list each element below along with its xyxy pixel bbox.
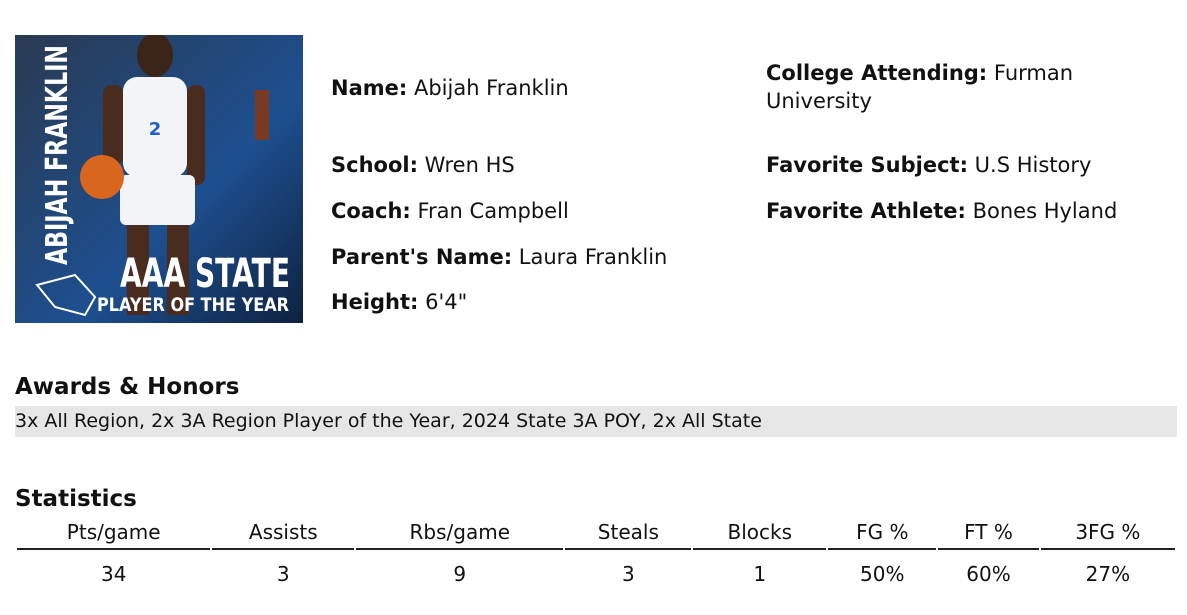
stat-value: 60% xyxy=(966,562,1011,586)
stat-header: FG % xyxy=(828,520,937,550)
stat-header: Blocks xyxy=(693,520,827,550)
field-value: Fran Campbell xyxy=(417,199,569,223)
stat-header: Assists xyxy=(212,520,355,550)
field-label: School: xyxy=(331,153,418,177)
field: College Attending: Furman University xyxy=(766,59,1126,115)
field-label: Coach: xyxy=(331,199,411,223)
field: Favorite Subject: U.S History xyxy=(766,151,1091,179)
header-row: Pts/game Assists Rbs/game Steals Blocks FG % F… xyxy=(17,520,1175,550)
field: Favorite Athlete: Bones Hyland xyxy=(766,197,1117,225)
field-label: Name: xyxy=(331,76,408,100)
stat-value: 34 xyxy=(100,562,127,586)
stats-table: Pts/game Assists Rbs/game Steals Blocks FG % F… xyxy=(15,520,1177,587)
section-title: Awards & Honors xyxy=(15,374,240,400)
field-label: College Attending: xyxy=(766,61,988,85)
value-row: 34 3 9 3 1 50% 60% 27% xyxy=(17,550,1175,587)
field: School: Wren HS xyxy=(331,151,515,179)
stat-header: Pts/game xyxy=(17,520,211,550)
field-label: Height: xyxy=(331,290,419,314)
svg-text:2: 2 xyxy=(149,119,162,140)
photo-headline: AAA STATE xyxy=(120,251,290,297)
field-value: 6'4" xyxy=(425,290,468,314)
field: Coach: Fran Campbell xyxy=(331,197,569,225)
field: Parent's Name: Laura Franklin xyxy=(331,243,667,271)
field-value: U.S History xyxy=(974,153,1092,177)
field-value: Bones Hyland xyxy=(972,199,1118,223)
player-photo: 2 ABIJAH FRANKLIN AAA STATE PLAYER OF TH… xyxy=(15,35,303,323)
stat-value: 3 xyxy=(276,562,290,586)
stat-header: FT % xyxy=(938,520,1039,550)
field-value: Laura Franklin xyxy=(518,245,668,269)
stat-value: 50% xyxy=(860,562,905,586)
field-value: Abijah Franklin xyxy=(413,76,569,100)
field-label: Favorite Subject: xyxy=(766,153,968,177)
stat-header: Rbs/game xyxy=(356,520,564,550)
awards-text: 3x All Region, 2x 3A Region Player of th… xyxy=(15,406,1177,437)
field-label: Favorite Athlete: xyxy=(766,199,966,223)
stat-header: 3FG % xyxy=(1040,520,1175,550)
photo-subline: PLAYER OF THE YEAR xyxy=(97,294,289,316)
stat-value: 9 xyxy=(453,562,467,586)
field-label: Parent's Name: xyxy=(331,245,513,269)
stat-value: 27% xyxy=(1085,562,1131,586)
stat-value: 1 xyxy=(753,562,767,586)
photo-name: ABIJAH FRANKLIN xyxy=(40,45,75,265)
field-value: Furman University xyxy=(766,61,1074,113)
stat-value: 3 xyxy=(621,562,635,586)
field: Name: Abijah Franklin xyxy=(331,74,569,102)
stat-header: Steals xyxy=(565,520,692,550)
section-title: Statistics xyxy=(15,486,137,512)
field-value: Wren HS xyxy=(424,153,515,177)
field: Height: 6'4" xyxy=(331,288,467,316)
